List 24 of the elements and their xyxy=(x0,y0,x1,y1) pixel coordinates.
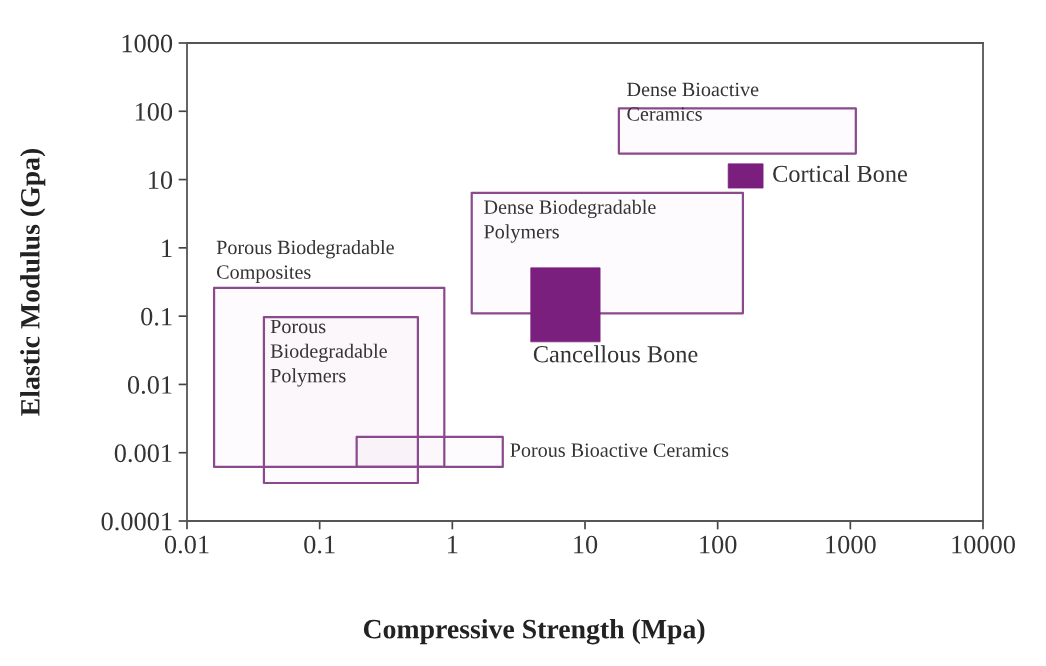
text: Porous Biodegradable Composites xyxy=(216,240,394,283)
y-tick-label: 0.01 xyxy=(127,376,172,394)
y-tick-label: 0.0001 xyxy=(101,512,172,531)
x-tick-label: 1000 xyxy=(826,535,876,554)
x-tick-label: 10 xyxy=(574,535,598,554)
x-tick-label: 10000 xyxy=(952,535,1015,554)
y-tick-label: 1 xyxy=(162,239,172,258)
x-axis-title: Compressive Strength (Mpa) xyxy=(363,618,705,645)
y-tick-label: 100 xyxy=(135,102,173,121)
x-tick-label: 0.01 xyxy=(164,535,209,554)
y-tick-label: 1000 xyxy=(122,34,173,53)
x-tick-label: 0.1 xyxy=(304,535,335,554)
x-tick-label: 100 xyxy=(700,535,737,554)
text: Porous Bioactive Ceramics xyxy=(510,443,729,457)
text: Porous Biodegradable Polymers xyxy=(270,319,387,387)
text: Cortical Bone xyxy=(773,164,907,183)
text: Dense Bioactive Ceramics xyxy=(627,82,759,121)
text: Cancellous Bone xyxy=(533,345,698,363)
y-axis-title: Elastic Modulus (Gpa) xyxy=(20,148,46,416)
y-tick-label: 0.001 xyxy=(114,444,172,463)
y-tick-label: 10 xyxy=(149,171,173,189)
x-tick-label: 1 xyxy=(448,535,458,554)
y-tick-label: 0.1 xyxy=(141,307,172,326)
text: Dense Biodegradable Polymers xyxy=(484,199,656,243)
